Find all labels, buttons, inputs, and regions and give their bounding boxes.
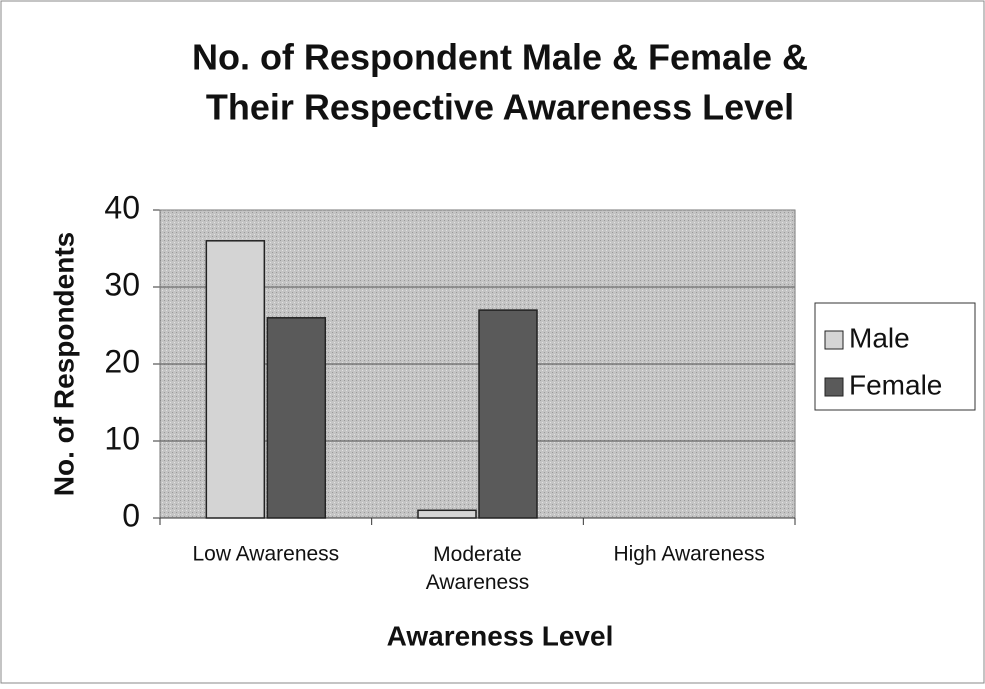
bar [417, 509, 477, 519]
y-tick-label: 10 [104, 420, 140, 456]
legend-swatch [824, 330, 844, 350]
y-tick-label: 40 [104, 189, 140, 225]
legend-swatch [824, 377, 844, 397]
chart-subtitle: Their Respective Awareness Level [206, 87, 794, 128]
y-tick-label: 0 [122, 497, 140, 533]
legend-label: Female [849, 369, 942, 400]
bar [478, 309, 538, 519]
x-axis-label: Awareness Level [387, 620, 614, 651]
legend-label: Male [849, 322, 910, 353]
bar [205, 240, 266, 519]
x-tick-label: Moderate Awareness [426, 543, 530, 594]
chart-title: No. of Respondent Male & Female & [192, 37, 808, 78]
bar [266, 317, 327, 519]
x-tick-label: High Awareness [613, 543, 764, 566]
y-tick-label: 30 [104, 266, 140, 302]
y-tick-label: 20 [104, 343, 140, 379]
x-tick-label: Low Awareness [192, 543, 339, 566]
y-axis-label: No. of Respondents [48, 232, 79, 496]
